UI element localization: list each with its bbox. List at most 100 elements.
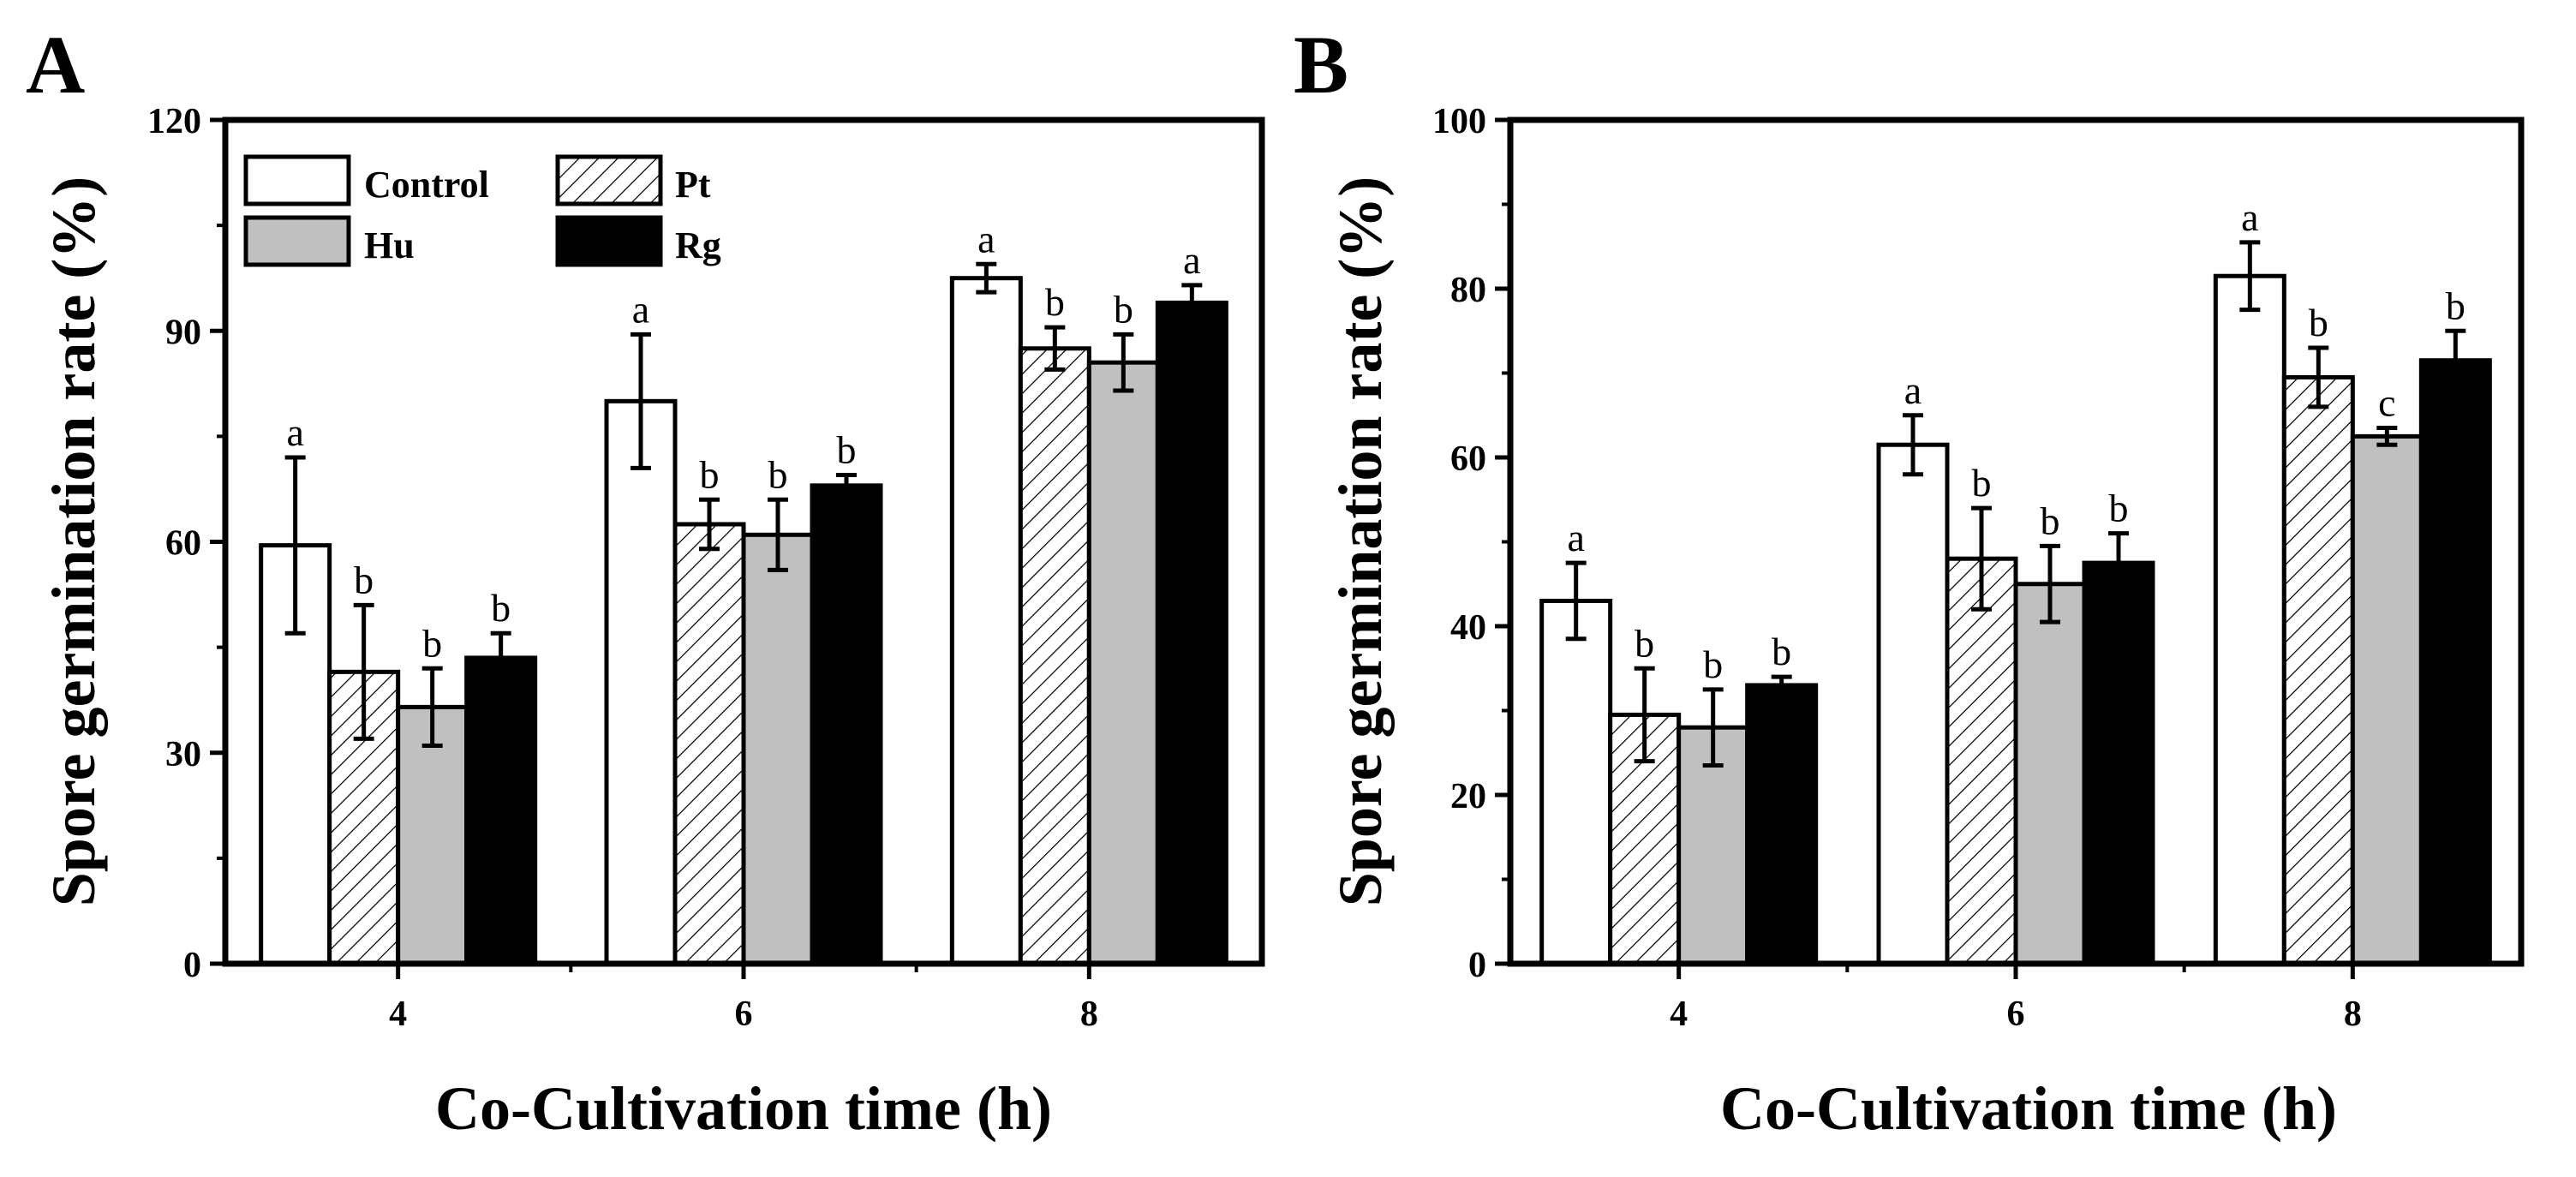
- y-axis-title: Spore germination rate (%): [1326, 176, 1395, 907]
- y-tick-label: 60: [165, 524, 201, 564]
- error-bars-layer: [284, 261, 1203, 749]
- panel-a: A a b b b a b b b a b b a 0 30 60 90 120 4 6 8 Spore germ…: [26, 19, 1265, 1143]
- y-tick-label: 120: [147, 102, 201, 141]
- legend-entry-control: Control: [243, 154, 489, 206]
- bar-rg-8h: [1155, 300, 1228, 966]
- error-bar: [2040, 543, 2060, 624]
- legend-label: Hu: [364, 224, 415, 266]
- significance-letter: c: [2378, 381, 2395, 425]
- bar-control-8h: [2213, 273, 2286, 966]
- significance-letter: a: [286, 410, 303, 454]
- y-tick-label: 0: [183, 946, 201, 985]
- significance-letter: b: [837, 428, 857, 472]
- x-axis: 4 6 8: [389, 964, 1098, 1034]
- y-tick-label: 0: [1468, 946, 1486, 985]
- significance-letter: a: [632, 287, 649, 331]
- bar-rg-4h: [1745, 683, 1819, 966]
- bar-rg-6h: [2082, 560, 2155, 966]
- error-bar: [490, 630, 511, 685]
- bar-hu-8h: [1086, 360, 1160, 966]
- legend-label: Control: [364, 164, 489, 206]
- significance-letter: a: [977, 217, 995, 260]
- error-bar: [1771, 674, 1792, 696]
- legend-label: Pt: [675, 164, 711, 206]
- y-tick-label: 30: [165, 735, 201, 774]
- significance-letter: b: [1635, 621, 1654, 665]
- error-bar: [2376, 426, 2398, 447]
- bar-rg-4h: [464, 655, 538, 966]
- legend-label: Rg: [675, 224, 721, 266]
- significance-letter: a: [1183, 238, 1200, 282]
- y-axis-title: Spore germination rate (%): [39, 176, 108, 907]
- legend-swatch-pt: [555, 154, 663, 206]
- bar-hu-6h: [741, 532, 815, 966]
- bar-control-8h: [949, 276, 1023, 966]
- bar-hu-6h: [2013, 582, 2087, 966]
- y-tick-label: 40: [1450, 608, 1486, 648]
- y-axis: 0 20 40 60 80 100: [1432, 102, 1510, 985]
- error-bar: [1634, 666, 1655, 764]
- legend-entry-rg: Rg: [555, 215, 721, 267]
- error-bar: [284, 455, 306, 636]
- error-bars-layer: [1565, 240, 2466, 768]
- x-tick-label: 4: [1670, 995, 1688, 1034]
- x-tick-label: 6: [735, 995, 753, 1034]
- significance-letter: b: [768, 452, 788, 496]
- significance-letter: b: [491, 586, 511, 630]
- panel-b: B a b b b a b b b a b c b 0 20 40 60 80 100 4 6 8 Spore ge…: [1294, 19, 2525, 1143]
- bar-control-4h: [1539, 598, 1613, 966]
- error-bar: [976, 261, 997, 295]
- bar-pt-8h: [2281, 374, 2355, 966]
- error-bar: [1565, 560, 1587, 642]
- legend-entry-hu: Hu: [243, 215, 415, 267]
- significance-letter: b: [1772, 630, 1791, 673]
- error-bar: [1702, 687, 1724, 768]
- significance-letter: b: [2109, 487, 2129, 530]
- error-bar: [1181, 283, 1203, 323]
- bars-layer: [1539, 273, 2492, 966]
- y-tick-label: 60: [1450, 439, 1486, 479]
- x-axis-title: Co-Cultivation time (h): [435, 1074, 1052, 1143]
- error-bar: [2239, 240, 2261, 313]
- error-bar: [353, 602, 374, 741]
- legend: Control Pt Hu Rg: [243, 154, 721, 267]
- legend-swatch-rg: [555, 215, 663, 267]
- bars-layer: [259, 276, 1228, 966]
- x-tick-label: 8: [2344, 995, 2362, 1034]
- x-tick-label: 6: [2007, 995, 2025, 1034]
- significance-letter: b: [422, 621, 442, 665]
- error-bar: [2445, 328, 2466, 392]
- x-axis-title: Co-Cultivation time (h): [1720, 1074, 2337, 1143]
- error-bar: [1971, 505, 1992, 612]
- significance-letter: b: [1703, 642, 1723, 686]
- panel-label: B: [1294, 19, 1348, 111]
- error-bar: [421, 666, 443, 749]
- x-axis: 4 6 8: [1670, 964, 2362, 1034]
- significance-letter: b: [2309, 301, 2328, 344]
- legend-swatch-control: [243, 154, 351, 206]
- error-bar: [1113, 332, 1134, 393]
- significance-letter: b: [1114, 287, 1133, 331]
- significance-letters-layer: a b b b a b b b a b b a: [286, 217, 1200, 665]
- y-tick-label: 90: [165, 313, 201, 352]
- error-bar: [1044, 325, 1066, 372]
- bar-pt-8h: [1018, 346, 1091, 966]
- bar-rg-8h: [2418, 358, 2492, 966]
- significance-letter: b: [354, 558, 374, 601]
- error-bar: [631, 332, 651, 470]
- bar-control-6h: [604, 398, 678, 966]
- significance-letter: b: [1972, 461, 1992, 505]
- bar-pt-6h: [672, 522, 746, 966]
- bar-rg-6h: [810, 483, 883, 966]
- y-axis: 0 30 60 90 120: [147, 102, 225, 985]
- legend-swatch-hu: [243, 215, 351, 267]
- significance-letter: a: [1567, 516, 1584, 559]
- error-bar: [2308, 345, 2329, 409]
- significance-letter: b: [700, 452, 720, 496]
- x-tick-label: 8: [1080, 995, 1098, 1034]
- panel-label: A: [26, 19, 85, 111]
- significance-letter: b: [2041, 499, 2060, 542]
- significance-letters-layer: a b b b a b b b a b c b: [1567, 195, 2465, 686]
- significance-letter: b: [2446, 284, 2465, 327]
